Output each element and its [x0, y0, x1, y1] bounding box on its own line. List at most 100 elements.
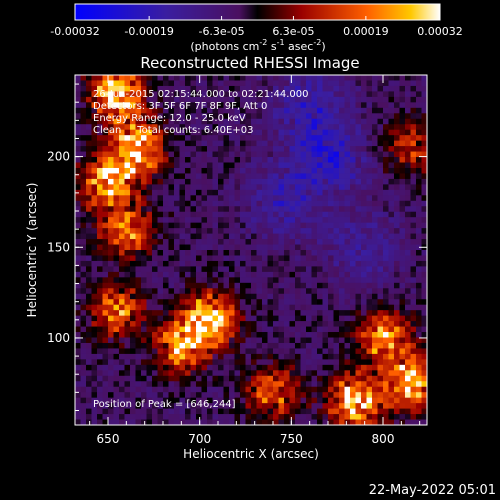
- heatmap-cell: [163, 277, 170, 284]
- heatmap-cell: [306, 85, 313, 93]
- heatmap-cell: [152, 375, 159, 382]
- heatmap-cell: [300, 381, 307, 388]
- heatmap-cell: [245, 85, 252, 93]
- heatmap-cell: [399, 107, 406, 114]
- heatmap-cell: [399, 342, 406, 350]
- heatmap-cell: [168, 364, 175, 371]
- heatmap-cell: [256, 173, 263, 180]
- heatmap-cell: [405, 222, 412, 229]
- heatmap-cell: [267, 282, 274, 289]
- heatmap-cell: [223, 381, 230, 388]
- heatmap-cell: [388, 370, 395, 377]
- heatmap-cell: [372, 107, 379, 114]
- heatmap-cell: [97, 337, 104, 344]
- heatmap-cell: [207, 310, 214, 317]
- heatmap-cell: [201, 250, 208, 257]
- heatmap-cell: [366, 113, 373, 120]
- y-tick-label: 150: [47, 240, 70, 254]
- heatmap-cell: [124, 228, 131, 235]
- heatmap-cell: [245, 75, 252, 82]
- heatmap-cell: [262, 178, 269, 185]
- heatmap-cell: [135, 200, 142, 207]
- heatmap-cell: [229, 375, 236, 382]
- heatmap-cell: [311, 397, 318, 404]
- heatmap-cell: [135, 80, 142, 87]
- heatmap-cell: [289, 113, 296, 120]
- heatmap-cell: [267, 233, 274, 240]
- chart-title: Reconstructed RHESSI Image: [140, 54, 359, 72]
- heatmap-cell: [102, 102, 109, 109]
- heatmap-cell: [152, 321, 159, 328]
- heatmap-cell: [174, 375, 181, 382]
- heatmap-cell: [256, 414, 263, 421]
- heatmap-cell: [278, 184, 285, 191]
- heatmap-cell: [273, 200, 280, 207]
- heatmap-cell: [163, 124, 170, 131]
- y-tick-label: 100: [47, 331, 70, 345]
- heatmap-cell: [234, 167, 241, 175]
- heatmap-cell: [168, 151, 175, 158]
- heatmap-cell: [421, 288, 427, 295]
- heatmap-cell: [240, 271, 247, 278]
- heatmap-cell: [256, 419, 263, 425]
- heatmap-cell: [284, 370, 291, 377]
- heatmap-cell: [377, 91, 384, 98]
- heatmap-cell: [229, 359, 236, 366]
- heatmap-cell: [416, 239, 423, 246]
- heatmap-cell: [262, 304, 269, 311]
- heatmap-cell: [251, 129, 258, 136]
- heatmap-cell: [130, 260, 137, 268]
- heatmap-cell: [240, 91, 247, 98]
- heatmap-cell: [295, 310, 302, 317]
- heatmap-cell: [394, 151, 401, 158]
- heatmap-cell: [124, 80, 131, 87]
- heatmap-cell: [119, 140, 126, 147]
- heatmap-cell: [196, 381, 203, 388]
- heatmap-cell: [361, 178, 368, 185]
- heatmap-cell: [421, 321, 427, 328]
- heatmap-cell: [207, 342, 214, 350]
- heatmap-cell: [168, 233, 175, 240]
- heatmap-cell: [157, 244, 164, 251]
- heatmap-cell: [300, 392, 307, 399]
- heatmap-cell: [119, 386, 126, 393]
- heatmap-cell: [350, 315, 357, 322]
- heatmap-cell: [168, 353, 175, 360]
- heatmap-cell: [223, 392, 230, 399]
- heatmap-cell: [289, 260, 296, 268]
- heatmap-cell: [168, 277, 175, 284]
- heatmap-cell: [80, 195, 87, 202]
- heatmap-cell: [267, 211, 274, 218]
- heatmap-cell: [157, 239, 164, 246]
- heatmap-cell: [333, 146, 340, 153]
- heatmap-cell: [284, 195, 291, 202]
- heatmap-cell: [322, 244, 329, 251]
- heatmap-cell: [273, 239, 280, 246]
- heatmap-cell: [300, 386, 307, 393]
- heatmap-cell: [223, 135, 230, 142]
- heatmap-cell: [229, 408, 236, 415]
- heatmap-cell: [86, 162, 93, 169]
- heatmap-cell: [163, 195, 170, 202]
- heatmap-cell: [130, 184, 137, 191]
- heatmap-cell: [366, 348, 373, 355]
- heatmap-cell: [179, 386, 186, 393]
- heatmap-cell: [163, 414, 170, 421]
- heatmap-cell: [86, 91, 93, 98]
- heatmap-cell: [229, 397, 236, 404]
- heatmap-cell: [410, 364, 417, 371]
- heatmap-cell: [262, 167, 269, 175]
- heatmap-cell: [372, 118, 379, 125]
- heatmap-cell: [201, 102, 208, 109]
- heatmap-cell: [377, 342, 384, 350]
- heatmap-cell: [218, 233, 225, 240]
- heatmap-cell: [240, 85, 247, 93]
- heatmap-cell: [410, 414, 417, 421]
- heatmap-cell: [350, 370, 357, 377]
- heatmap-cell: [372, 146, 379, 153]
- heatmap-cell: [410, 266, 417, 273]
- heatmap-cell: [168, 392, 175, 399]
- heatmap-cell: [289, 348, 296, 355]
- heatmap-cell: [322, 129, 329, 136]
- heatmap-cell: [130, 315, 137, 322]
